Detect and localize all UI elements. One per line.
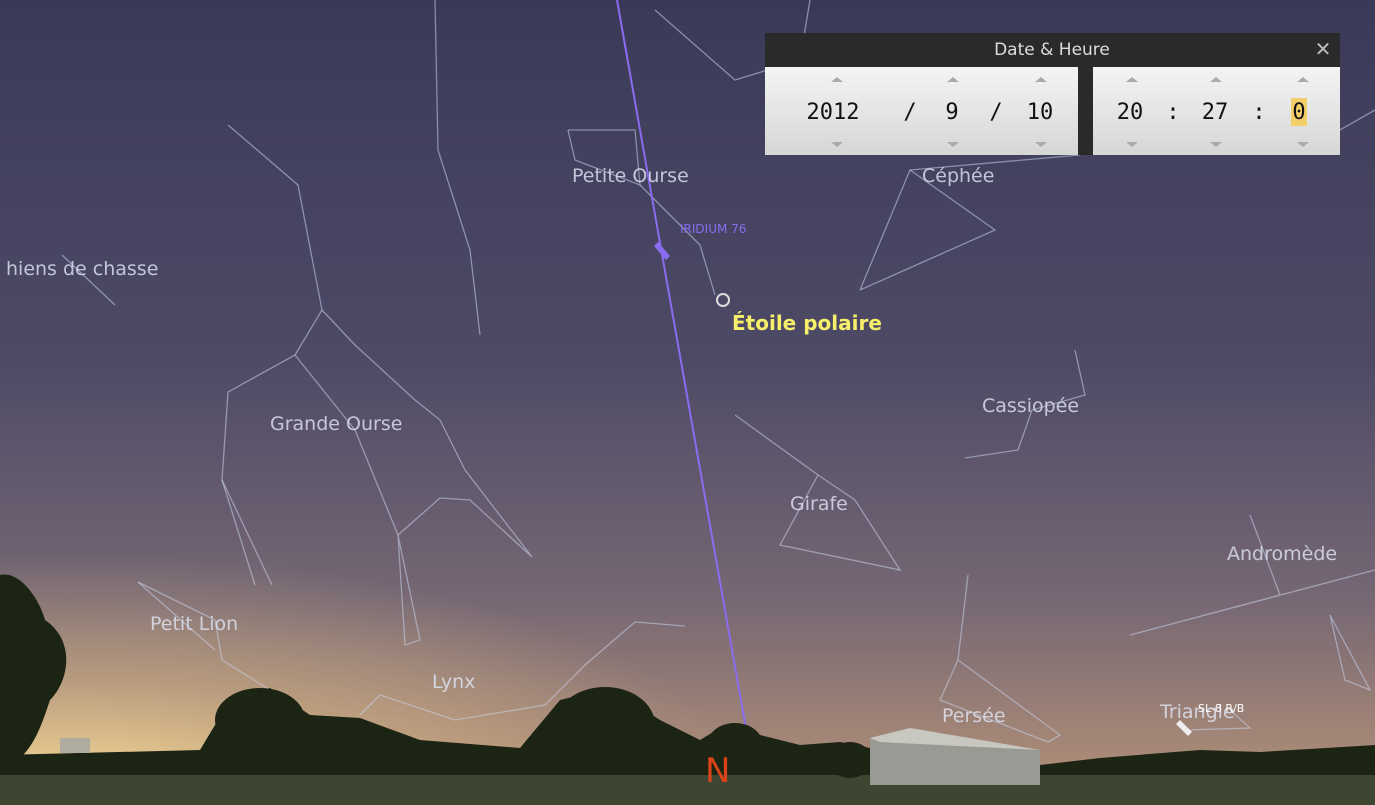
month-field[interactable]: 9 xyxy=(945,100,958,125)
date-separator: / xyxy=(989,100,1002,125)
star-label: Étoile polaire xyxy=(732,311,882,335)
time-separator: : xyxy=(1166,100,1179,125)
constellation-label: Céphée xyxy=(922,165,994,187)
rocket-label: SL-8 R/B xyxy=(1198,702,1244,715)
stellarium-view: Petite Ourse Céphée hiens de chasse Gran… xyxy=(0,0,1375,805)
constellation-label: Persée xyxy=(942,705,1006,727)
second-field[interactable]: 0 xyxy=(1292,100,1305,125)
dialog-title: Date & Heure xyxy=(994,40,1110,60)
cardinal-point: N xyxy=(705,751,730,791)
constellation-label: Petit Lion xyxy=(150,613,238,635)
constellation-label: Petite Ourse xyxy=(572,165,689,187)
constellation-label: hiens de chasse xyxy=(6,258,158,280)
satellite-label: IRIDIUM 76 xyxy=(680,222,746,236)
constellation-label: Andromède xyxy=(1227,543,1337,565)
day-field[interactable]: 10 xyxy=(1027,100,1054,125)
constellation-label: Girafe xyxy=(790,493,848,515)
constellation-label: Lynx xyxy=(432,671,475,693)
time-separator: : xyxy=(1252,100,1265,125)
page: Petite Ourse Céphée hiens de chasse Gran… xyxy=(0,0,1375,805)
hour-field[interactable]: 20 xyxy=(1117,100,1144,125)
date-separator: / xyxy=(903,100,916,125)
constellation-label: Grande Ourse xyxy=(270,413,402,435)
year-field[interactable]: 2012 xyxy=(807,100,860,125)
date-time-dialog: Date & Heure ✕ 2012 / 9 / 10 20 : 27 : 0 xyxy=(765,33,1340,155)
constellation-label: Cassiopée xyxy=(982,395,1079,417)
close-button[interactable]: ✕ xyxy=(1315,37,1332,61)
sky-glow xyxy=(0,300,1375,805)
minute-field[interactable]: 27 xyxy=(1202,100,1229,125)
